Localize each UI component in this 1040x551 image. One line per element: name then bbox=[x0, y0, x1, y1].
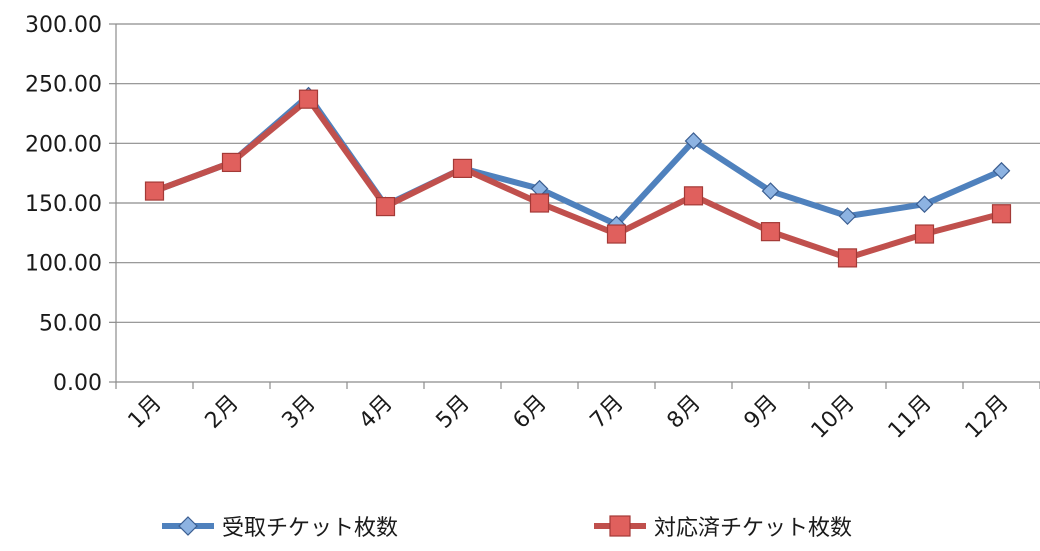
x-tick-label: 2月 bbox=[201, 391, 244, 434]
x-tick-label: 12月 bbox=[961, 391, 1014, 444]
point-handled bbox=[529, 193, 550, 213]
x-tick-label: 6月 bbox=[509, 391, 552, 434]
y-tick-label: 150.00 bbox=[25, 192, 102, 217]
point-handled bbox=[760, 222, 781, 242]
legend-marker-received bbox=[162, 516, 214, 536]
y-tick-label: 300.00 bbox=[25, 13, 102, 38]
x-tick-label: 8月 bbox=[663, 391, 706, 434]
x-tick-label: 11月 bbox=[884, 391, 937, 444]
legend-marker-handled bbox=[594, 515, 646, 537]
x-tick-label: 4月 bbox=[355, 391, 398, 434]
point-handled bbox=[914, 224, 935, 244]
point-handled bbox=[683, 186, 704, 206]
x-tick-label: 5月 bbox=[432, 391, 475, 434]
legend-item-received: 受取チケット枚数 bbox=[160, 508, 398, 544]
point-received bbox=[761, 182, 780, 200]
point-received bbox=[838, 207, 857, 225]
series-line-1 bbox=[151, 92, 1005, 228]
y-tick-label: 100.00 bbox=[25, 252, 102, 277]
point-received bbox=[992, 161, 1011, 180]
x-tick-label: 10月 bbox=[807, 391, 860, 444]
x-tick-label: 3月 bbox=[278, 391, 321, 434]
y-tick-label: 200.00 bbox=[25, 132, 102, 157]
y-tick-label: 50.00 bbox=[39, 311, 102, 336]
point-handled bbox=[452, 158, 473, 178]
point-received bbox=[915, 195, 934, 214]
point-handled bbox=[144, 181, 165, 201]
point-handled bbox=[221, 152, 242, 173]
y-tick-label: 0.00 bbox=[53, 371, 102, 396]
x-tick-label: 9月 bbox=[740, 391, 783, 434]
point-handled bbox=[298, 89, 319, 109]
x-tick-label: 7月 bbox=[586, 391, 629, 434]
point-handled bbox=[606, 224, 627, 244]
legend-label-received: 受取チケット枚数 bbox=[222, 516, 399, 541]
legend-item-handled: 対応済チケット枚数 bbox=[592, 508, 852, 544]
point-handled bbox=[991, 204, 1012, 224]
legend-label-handled: 対応済チケット枚数 bbox=[654, 516, 853, 541]
point-received bbox=[684, 132, 703, 150]
x-tick-label: 1月 bbox=[124, 391, 167, 434]
point-handled bbox=[837, 248, 858, 268]
y-tick-label: 250.00 bbox=[25, 73, 102, 98]
series-line-2 bbox=[151, 96, 1005, 261]
point-handled bbox=[375, 196, 396, 217]
